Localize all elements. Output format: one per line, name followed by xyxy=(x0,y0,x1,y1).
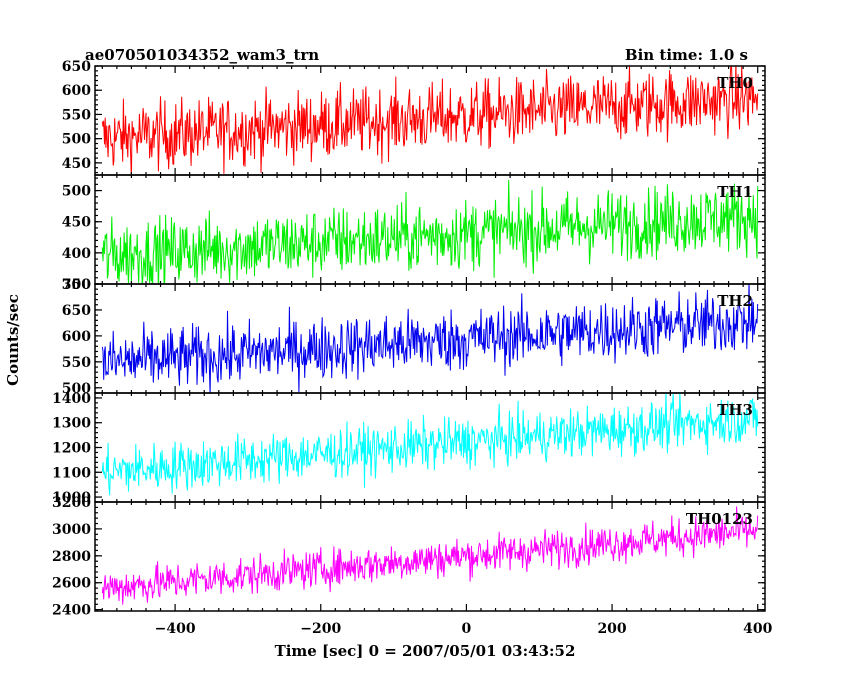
x-axis: −400 −200 0 200 400 xyxy=(155,621,773,637)
panel-frame xyxy=(94,501,766,612)
y-tick-label: 350 xyxy=(62,277,91,293)
y-tick-label: 2800 xyxy=(52,549,91,565)
y-tick-label: 550 xyxy=(62,107,91,123)
panel-label-th0123: TH0123 xyxy=(686,510,753,528)
y-tick-label: 650 xyxy=(62,59,91,75)
x-tick-label: 0 xyxy=(462,621,472,637)
y-tick-label: 1100 xyxy=(52,465,91,481)
y-tick-label: 3200 xyxy=(52,495,91,511)
series-line-th0123 xyxy=(101,506,759,605)
y-tick-label: 700 xyxy=(62,277,91,293)
y-tick-label: 1200 xyxy=(52,441,91,457)
y-tick-label: 1400 xyxy=(52,391,91,407)
y-tick-label: 550 xyxy=(62,355,91,371)
x-tick-label: −200 xyxy=(300,621,341,637)
panel-label-th0: TH0 xyxy=(717,74,753,92)
y-tick-label: 600 xyxy=(62,83,91,99)
x-axis-title: Time [sec] 0 = 2007/05/01 03:43:52 xyxy=(275,642,576,660)
x-tick-label: 400 xyxy=(743,621,772,637)
y-tick-label: 500 xyxy=(62,132,91,148)
y-tick-label: 450 xyxy=(62,156,91,172)
y-tick-label: 2600 xyxy=(52,576,91,592)
panel-th0: 450 500 550 600 650 TH0 xyxy=(62,59,766,176)
y-tick-label: 1000 xyxy=(52,490,91,506)
panels-group: 450 500 550 600 650 TH0 350 400 450 500 TH1 500 550 6… xyxy=(52,59,766,619)
y-tick-label: 450 xyxy=(62,215,91,231)
panel-th0123: 2400 2600 2800 3000 3200 TH0123 xyxy=(52,495,766,619)
series-line-th0 xyxy=(101,66,759,175)
panel-th2: 500 550 600 650 700 TH2 xyxy=(62,277,766,397)
series-line-th2 xyxy=(101,284,759,393)
y-axis-title: Counts/sec xyxy=(4,294,22,386)
series-line-th3 xyxy=(101,393,759,496)
header-left: ae070501034352_wam3_trn xyxy=(85,46,319,64)
series-line-th1 xyxy=(101,179,759,284)
y-tick-label: 1300 xyxy=(52,416,91,432)
y-tick-label: 500 xyxy=(62,184,91,200)
y-tick-label: 400 xyxy=(62,246,91,262)
y-tick-label: 500 xyxy=(62,381,91,397)
y-tick-label: 3000 xyxy=(52,522,91,538)
y-tick-label: 2400 xyxy=(52,603,91,619)
y-tick-label: 600 xyxy=(62,329,91,345)
header-right: Bin time: 1.0 s xyxy=(625,46,748,64)
panel-th1: 350 400 450 500 TH1 xyxy=(62,174,766,293)
panel-label-th1: TH1 xyxy=(717,183,753,201)
panel-th3: 1000 1100 1200 1300 1400 TH3 xyxy=(52,391,766,506)
panel-frame xyxy=(94,392,766,503)
x-tick-label: −400 xyxy=(155,621,196,637)
panel-label-th3: TH3 xyxy=(717,401,753,419)
y-tick-label: 650 xyxy=(62,303,91,319)
panel-label-th2: TH2 xyxy=(717,292,753,310)
x-tick-label: 200 xyxy=(597,621,626,637)
